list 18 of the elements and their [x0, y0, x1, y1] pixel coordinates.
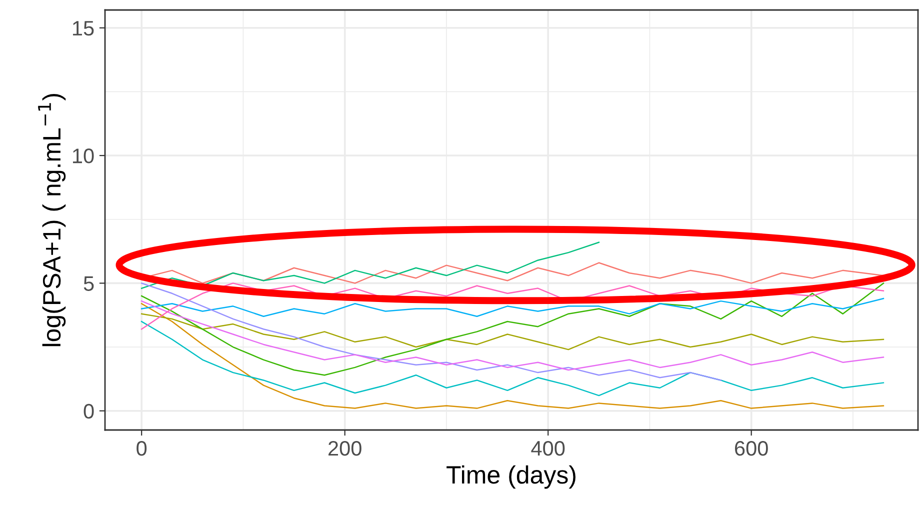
x-axis-title: Time (days) [446, 465, 576, 489]
line-series [140, 282, 722, 381]
y-tick-label: 0 [84, 404, 94, 419]
x-tick-label: 0 [136, 440, 147, 456]
y-tick-label: 15 [73, 21, 94, 36]
x-tick-label: 200 [328, 440, 362, 456]
line-series [140, 300, 884, 371]
line-series [140, 242, 600, 289]
x-tick-label: 400 [531, 440, 565, 456]
line-series [140, 313, 884, 350]
x-tick-label: 600 [735, 440, 768, 456]
line-series [140, 282, 884, 376]
line-series [140, 302, 884, 409]
y-tick-label: 10 [73, 148, 94, 164]
y-tick-label: 5 [84, 276, 94, 291]
y-axis-title: log(PSA+1) ( ng.mL$^{−1}$) [38, 94, 66, 346]
line-series [140, 320, 884, 396]
line-series [140, 298, 884, 318]
